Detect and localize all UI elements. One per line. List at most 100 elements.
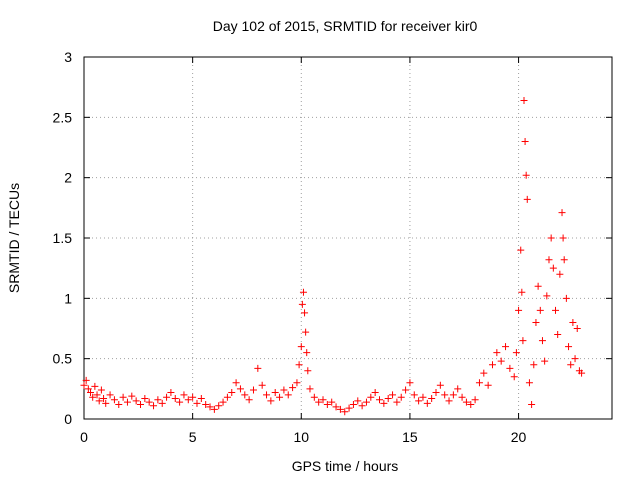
data-point bbox=[87, 388, 95, 396]
data-point bbox=[323, 401, 331, 409]
data-point bbox=[389, 391, 397, 399]
y-tick-labels: 0 0.5 1 1.5 2 2.5 3 bbox=[53, 49, 73, 427]
data-point bbox=[571, 355, 579, 363]
x-tick-label: 10 bbox=[293, 429, 309, 445]
data-point bbox=[167, 388, 175, 396]
tick-layer bbox=[83, 56, 612, 420]
data-point bbox=[397, 393, 405, 401]
data-point bbox=[223, 393, 231, 401]
data-point bbox=[354, 397, 362, 405]
data-point bbox=[189, 393, 197, 401]
data-point bbox=[569, 318, 577, 326]
data-point bbox=[301, 309, 309, 317]
y-tick-label: 1.5 bbox=[53, 230, 73, 246]
data-point bbox=[556, 270, 564, 278]
data-points bbox=[80, 96, 586, 416]
data-point bbox=[480, 369, 488, 377]
data-point bbox=[415, 397, 423, 405]
data-point bbox=[82, 376, 90, 384]
data-point bbox=[310, 393, 318, 401]
data-point bbox=[519, 337, 527, 345]
data-point bbox=[202, 401, 210, 409]
data-point bbox=[298, 300, 306, 308]
data-point bbox=[176, 398, 184, 406]
y-tick-label: 1 bbox=[64, 290, 72, 306]
data-point bbox=[93, 391, 101, 399]
data-point bbox=[95, 397, 103, 405]
data-point bbox=[289, 384, 297, 392]
data-point bbox=[128, 392, 136, 400]
data-point bbox=[145, 398, 153, 406]
data-point bbox=[458, 393, 466, 401]
data-point bbox=[197, 394, 205, 402]
data-point bbox=[84, 385, 92, 393]
data-point bbox=[560, 256, 568, 264]
y-tick-label: 0.5 bbox=[53, 351, 73, 367]
data-point bbox=[91, 382, 99, 390]
x-tick-label: 5 bbox=[189, 429, 197, 445]
data-point bbox=[102, 399, 110, 407]
data-point bbox=[97, 386, 105, 394]
data-point bbox=[303, 349, 311, 357]
data-point bbox=[232, 379, 240, 387]
data-point bbox=[512, 349, 520, 357]
data-point bbox=[154, 396, 162, 404]
data-point bbox=[554, 331, 562, 339]
data-point bbox=[258, 381, 266, 389]
data-point bbox=[432, 388, 440, 396]
grid-layer bbox=[84, 57, 612, 419]
data-point bbox=[525, 379, 533, 387]
data-point bbox=[376, 396, 384, 404]
data-point bbox=[271, 388, 279, 396]
data-point bbox=[267, 397, 275, 405]
data-point bbox=[471, 396, 479, 404]
data-point bbox=[462, 398, 470, 406]
data-point bbox=[332, 403, 340, 411]
data-point bbox=[497, 357, 505, 365]
x-tick-labels: 0 5 10 15 20 bbox=[80, 429, 526, 445]
data-point bbox=[132, 397, 140, 405]
data-point bbox=[304, 367, 312, 375]
data-point bbox=[163, 393, 171, 401]
data-point bbox=[158, 399, 166, 407]
data-point bbox=[362, 398, 370, 406]
data-point bbox=[245, 396, 253, 404]
data-point bbox=[119, 393, 127, 401]
chart-title: Day 102 of 2015, SRMTID for receiver kir… bbox=[213, 18, 478, 34]
data-point bbox=[445, 397, 453, 405]
x-tick-label: 15 bbox=[402, 429, 418, 445]
data-point bbox=[567, 361, 575, 369]
data-point bbox=[184, 396, 192, 404]
data-point bbox=[328, 398, 336, 406]
data-point bbox=[562, 294, 570, 302]
data-point bbox=[249, 386, 257, 394]
data-point bbox=[284, 391, 292, 399]
data-point bbox=[302, 328, 310, 336]
data-point bbox=[110, 396, 118, 404]
data-point bbox=[528, 401, 536, 409]
data-point bbox=[236, 385, 244, 393]
data-point bbox=[441, 391, 449, 399]
data-point bbox=[319, 396, 327, 404]
data-point bbox=[484, 381, 492, 389]
data-point bbox=[449, 391, 457, 399]
data-point bbox=[558, 209, 566, 217]
data-point bbox=[150, 402, 158, 410]
data-point bbox=[573, 325, 581, 332]
data-point bbox=[393, 398, 401, 406]
data-point bbox=[549, 264, 557, 272]
data-point bbox=[80, 381, 88, 389]
data-point bbox=[384, 394, 392, 402]
data-point bbox=[518, 288, 526, 296]
data-point bbox=[115, 401, 123, 409]
data-point bbox=[543, 292, 551, 300]
data-point bbox=[293, 379, 301, 387]
data-point bbox=[410, 391, 418, 399]
data-point bbox=[436, 381, 444, 389]
data-point bbox=[136, 401, 144, 409]
data-point bbox=[341, 408, 349, 416]
data-point bbox=[454, 385, 462, 393]
data-point bbox=[295, 361, 303, 369]
